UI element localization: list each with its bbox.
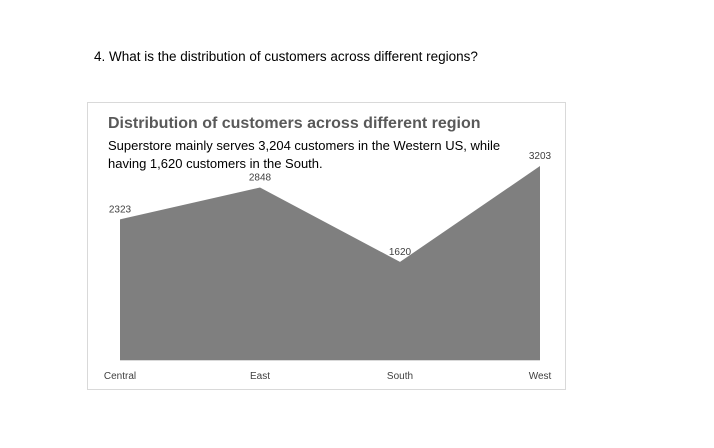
x-tick-label-central: Central [104,371,136,382]
question-text: 4. What is the distribution of customers… [94,49,478,64]
data-label-south: 1620 [389,247,412,258]
x-tick-label-south: South [387,371,413,382]
area-chart: 2323 2848 1620 3203 Central East South West [104,151,552,382]
x-tick-label-west: West [529,371,552,382]
chart-container: Distribution of customers across differe… [87,102,566,390]
data-label-central: 2323 [109,204,132,215]
area-series [120,166,540,360]
chart-subtitle: Superstore mainly serves 3,204 customers… [108,138,501,171]
x-tick-label-east: East [250,371,270,382]
chart-title: Distribution of customers across differe… [108,115,481,132]
data-label-west: 3203 [529,151,552,162]
data-label-east: 2848 [249,173,272,184]
